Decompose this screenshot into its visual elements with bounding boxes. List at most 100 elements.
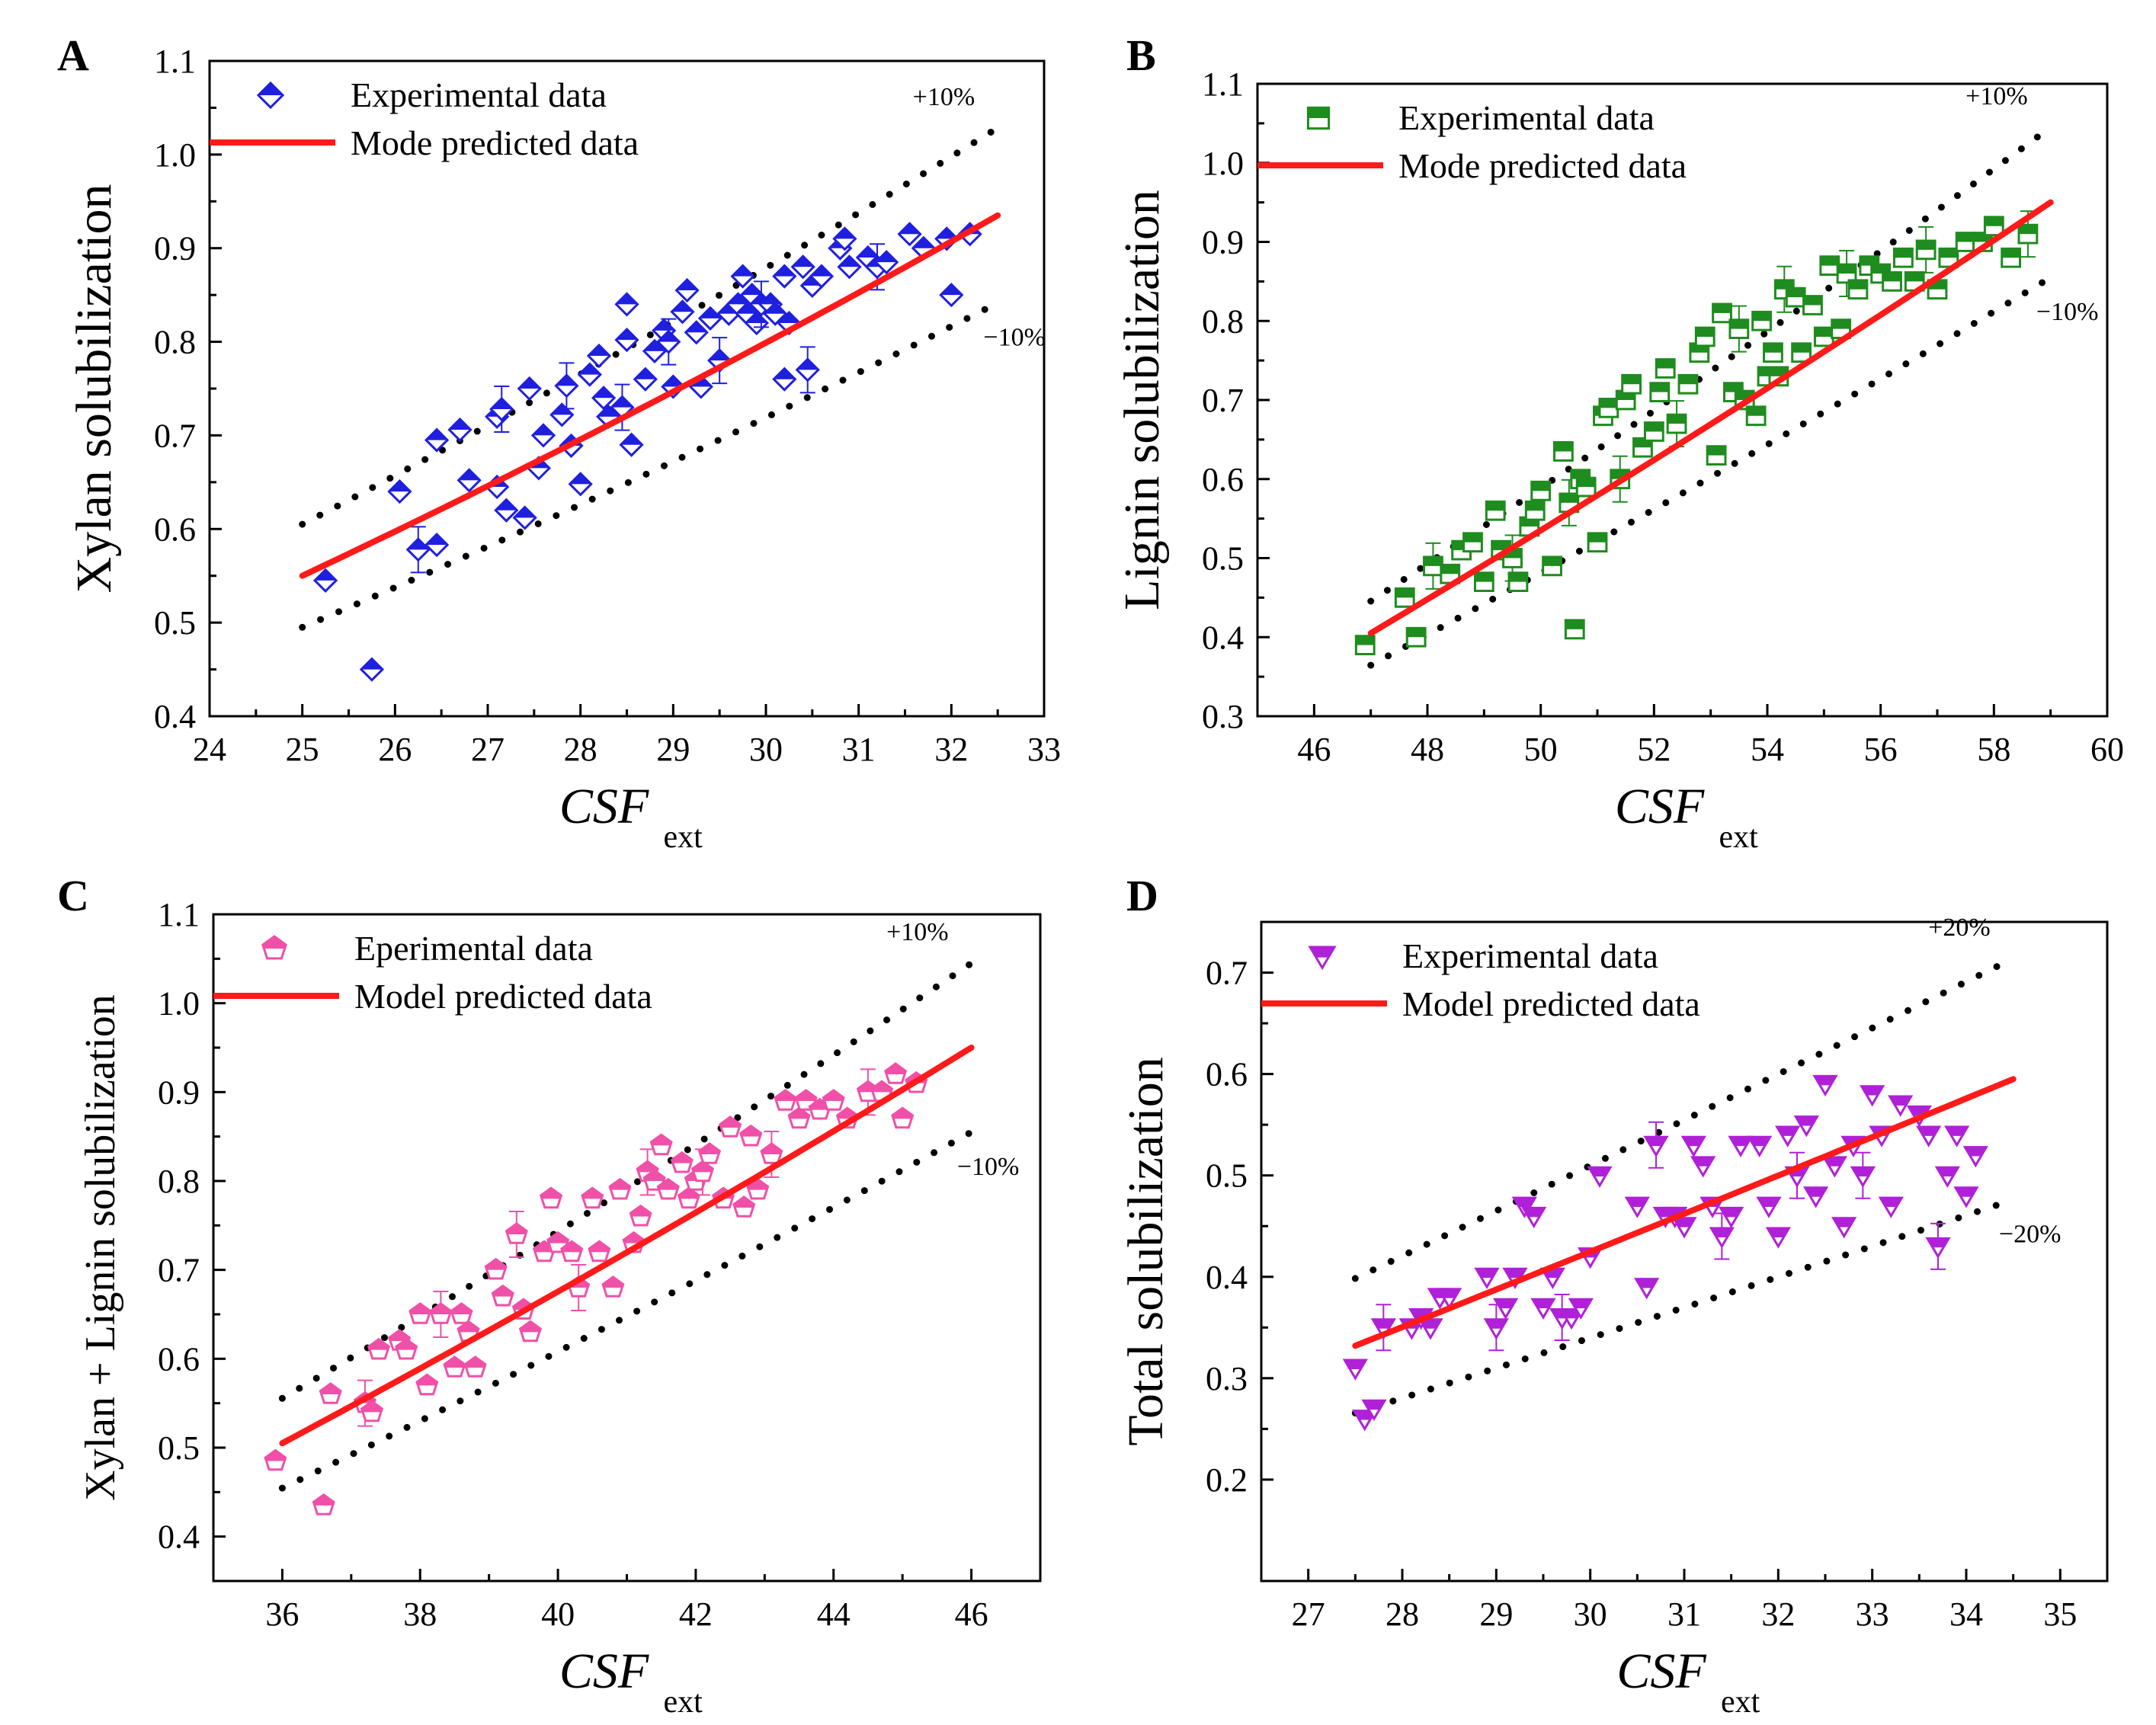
panel-b-marker-fill — [1894, 248, 1913, 258]
panel-a-marker-fill — [407, 539, 429, 550]
panel-d-data-point — [1916, 1125, 1942, 1147]
panel-d-data-point — [1793, 1115, 1819, 1138]
panel-c-legend-label-model: Model predicted data — [354, 977, 652, 1016]
panel-b-marker-fill — [2001, 248, 2020, 258]
panel-d-marker-fill — [1504, 1269, 1526, 1279]
panel-a: A 24 25 26 27 28 29 30 31 32 33 0.4 0.5 0.6 0.7 0.8 0.9… — [57, 30, 1061, 855]
panel-b-data-point — [1553, 441, 1574, 462]
panel-c-marker-fill — [465, 1357, 485, 1368]
panel-a-marker-fill — [611, 396, 633, 408]
panel-d-data-point — [1831, 1217, 1857, 1239]
panel-d-data-point — [1888, 1095, 1914, 1117]
panel-d-x-tick-label: 33 — [1856, 1595, 1889, 1633]
panel-d-marker-fill — [1720, 1208, 1742, 1218]
panel-a-marker-fill — [491, 398, 513, 410]
panel-d-marker-fill — [1683, 1137, 1705, 1147]
panel-a-marker-fill — [857, 247, 879, 258]
panel-d-upper-band-line — [1351, 955, 2017, 1282]
panel-b-marker-fill — [1486, 501, 1505, 511]
panel-b-marker-fill — [1531, 482, 1550, 491]
panel-d-marker-fill — [1796, 1116, 1818, 1126]
panel-d-data-point — [1728, 1135, 1754, 1158]
panel-c-x-tick-label: 42 — [679, 1595, 713, 1633]
panel-a-marker-fill — [912, 237, 934, 248]
panel-d-x-tick-label: 29 — [1479, 1595, 1513, 1633]
panel-c-marker-fill — [644, 1170, 665, 1181]
panel-a-marker-fill — [736, 302, 758, 314]
panel-b-data-point — [1785, 286, 1806, 308]
panel-d-y-tick-label: 0.5 — [1206, 1157, 1248, 1195]
panel-a-data-point — [837, 254, 862, 280]
panel-d-legend-label-model: Model predicted data — [1402, 984, 1700, 1023]
panel-a-data-point — [424, 427, 450, 453]
panel-d-marker-fill — [1373, 1319, 1395, 1329]
panel-a-x-tick-label: 31 — [842, 731, 876, 768]
panel-c-x-tick-label: 44 — [817, 1595, 851, 1633]
panel-c-marker-fill — [678, 1188, 700, 1199]
panel-a-data-point — [530, 423, 556, 448]
panel-b-data-point — [1677, 373, 1699, 395]
panel-c-x-tick-label: 38 — [403, 1595, 437, 1633]
panel-b-x-tick-label: 54 — [1751, 731, 1784, 768]
panel-b-data-point — [1831, 318, 1852, 340]
panel-a-data-point — [642, 338, 668, 363]
panel-a-data-point — [633, 366, 658, 392]
panel-d-model-curve — [1352, 1076, 2017, 1349]
panel-b-data-point — [1751, 310, 1772, 331]
panel-c-marker-fill — [733, 1197, 754, 1208]
panel-c-legend-marker-fill — [262, 936, 287, 949]
panel-b-upper-band-label: +10% — [1965, 82, 2028, 110]
panel-c-marker-fill — [389, 1330, 410, 1341]
panel-a-data-point — [614, 327, 639, 353]
panel-c-data-point — [264, 1448, 287, 1471]
panel-c-data-point — [539, 1186, 563, 1209]
panel-b-data-point — [1621, 373, 1642, 395]
panel-a-y-tick-label: 0.6 — [154, 510, 196, 548]
panel-d-y-tick-label: 0.7 — [1206, 955, 1248, 992]
panel-a-data-point — [489, 386, 514, 434]
panel-a-data-point — [312, 568, 338, 593]
panel-b-data-point — [1507, 571, 1529, 593]
panel-a-marker-fill — [834, 228, 856, 239]
panel-a-data-point — [359, 657, 385, 682]
panel-a-marker-fill — [644, 340, 665, 351]
panel-b-data-point — [1819, 255, 1840, 277]
panel-d-data-point — [1747, 1135, 1773, 1158]
panel-c-marker-fill — [823, 1090, 844, 1101]
panel-a-x-tick-label: 27 — [471, 731, 505, 768]
panel-b-marker-fill — [1622, 375, 1641, 385]
panel-d-data-point — [1342, 1359, 1368, 1381]
panel-d: D 27 28 29 30 31 32 33 34 35 0.2 0.3 0.4 0.5 0.6 0.7 CS… — [1118, 871, 2109, 1720]
panel-d-y-tick-label: 0.6 — [1206, 1056, 1248, 1093]
panel-a-x-tick-label: 29 — [656, 731, 690, 768]
panel-a-data-point — [934, 226, 959, 251]
panel-d-data-point — [1624, 1196, 1650, 1218]
panel-b-data-point — [1893, 247, 1914, 268]
panel-c-data-point — [787, 1106, 811, 1129]
panel-d-marker-fill — [1363, 1400, 1385, 1410]
panel-d-marker-fill — [1711, 1228, 1733, 1237]
panel-d-data-point — [1860, 1085, 1885, 1107]
panel-d-marker-fill — [1476, 1269, 1498, 1279]
panel-c-marker-fill — [368, 1339, 389, 1350]
panel-c-marker-fill — [417, 1375, 437, 1386]
panel-b-y-tick-label: 0.6 — [1202, 461, 1244, 498]
panel-a-data-point — [763, 301, 788, 326]
panel-a-legend-label-experimental: Experimental data — [351, 75, 607, 114]
panel-c-data-point — [588, 1240, 611, 1263]
panel-b-data-point — [1405, 626, 1427, 648]
panel-c-model-curve — [279, 1045, 975, 1447]
panel-d-marker-fill — [1730, 1137, 1751, 1147]
panel-c-y-tick-label: 0.9 — [158, 1074, 200, 1111]
panel-c-y-axis-title: Xylan + Lignin solubilization — [77, 994, 124, 1501]
panel-a-marker-fill — [426, 429, 448, 440]
panel-c-x-tick-label: 40 — [541, 1595, 575, 1633]
panel-d-marker-fill — [1692, 1157, 1714, 1167]
panel-b-data-point — [1915, 226, 1937, 274]
panel-c-lower-band-label: −10% — [957, 1153, 1020, 1181]
panel-a-y-tick-label: 1.1 — [154, 43, 196, 80]
panel-b-marker-fill — [1475, 572, 1494, 582]
panel-c-marker-fill — [671, 1152, 693, 1163]
panel-c-marker-fill — [658, 1179, 679, 1190]
panel-c-marker-fill — [540, 1188, 562, 1199]
